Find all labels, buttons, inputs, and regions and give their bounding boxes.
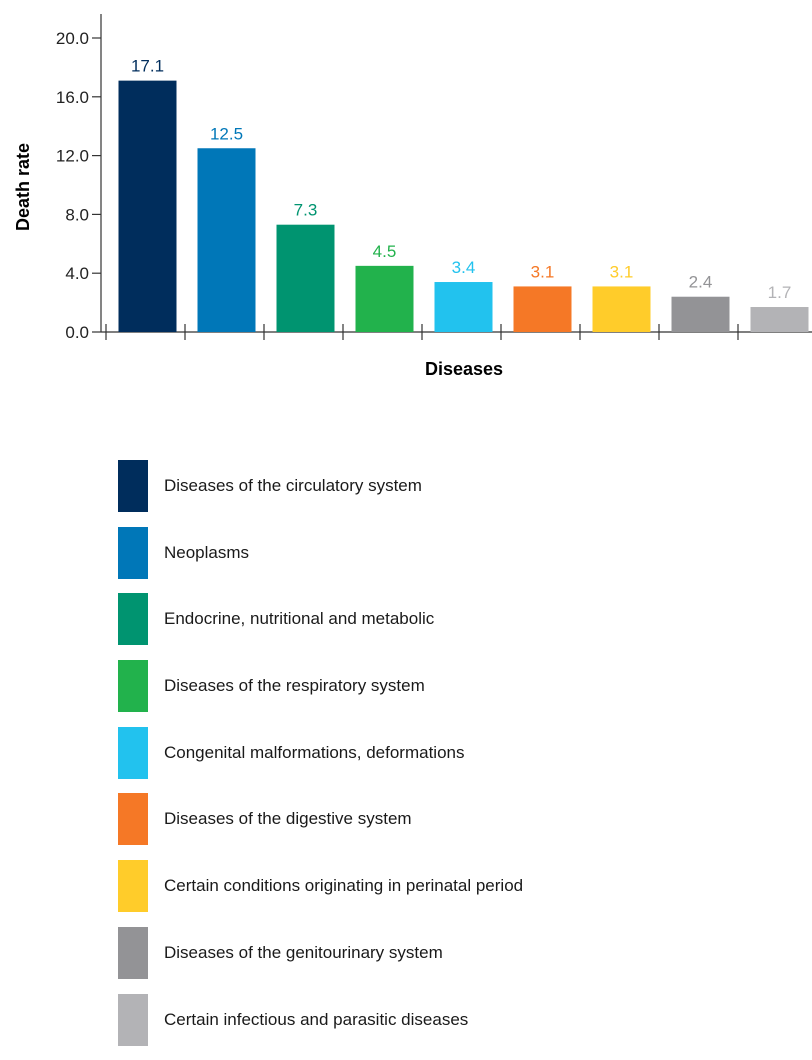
bar	[356, 266, 414, 332]
y-axis-title: Death rate	[13, 143, 33, 231]
y-tick-label: 8.0	[65, 205, 89, 224]
legend-swatch	[118, 860, 148, 912]
bar-value-label: 3.1	[610, 262, 634, 281]
x-axis-title: Diseases	[425, 359, 503, 379]
legend-label: Diseases of the genitourinary system	[164, 943, 443, 963]
legend-swatch	[118, 793, 148, 845]
legend-label: Neoplasms	[164, 543, 249, 563]
y-tick-label: 16.0	[56, 88, 89, 107]
legend-label: Endocrine, nutritional and metabolic	[164, 609, 434, 629]
legend-swatch	[118, 994, 148, 1046]
legend-item: Endocrine, nutritional and metabolic	[118, 593, 798, 660]
bar	[277, 225, 335, 332]
legend-item: Diseases of the circulatory system	[118, 460, 798, 527]
bar-value-label: 3.1	[531, 262, 555, 281]
bar-chart: 0.0 4.0 8.0 12.0 16.0 20.0 17.1 12.5 7.3 4.5 3.4 3…	[0, 0, 812, 440]
bar	[435, 282, 493, 332]
y-tick-label: 12.0	[56, 147, 89, 166]
legend-swatch	[118, 527, 148, 579]
legend-swatch	[118, 927, 148, 979]
bar-value-label: 12.5	[210, 124, 243, 143]
legend-item: Diseases of the genitourinary system	[118, 927, 798, 994]
legend-item: Neoplasms	[118, 527, 798, 594]
legend-item: Diseases of the respiratory system	[118, 660, 798, 727]
bar	[198, 148, 256, 332]
y-axis: 0.0 4.0 8.0 12.0 16.0 20.0	[56, 14, 101, 342]
legend-swatch	[118, 727, 148, 779]
bar-value-label: 2.4	[689, 273, 713, 292]
legend-label: Diseases of the circulatory system	[164, 476, 422, 496]
bar	[593, 286, 651, 332]
legend-swatch	[118, 660, 148, 712]
y-tick-label: 20.0	[56, 29, 89, 48]
bar-value-label: 17.1	[131, 57, 164, 76]
bar	[514, 286, 572, 332]
legend-item: Congenital malformations, deformations	[118, 727, 798, 794]
legend-item: Diseases of the digestive system	[118, 793, 798, 860]
legend-label: Diseases of the digestive system	[164, 809, 412, 829]
legend-item: Certain conditions originating in perina…	[118, 860, 798, 927]
legend: Diseases of the circulatory system Neopla…	[118, 460, 798, 1060]
legend-item: Certain infectious and parasitic disease…	[118, 994, 798, 1060]
legend-swatch	[118, 460, 148, 512]
legend-label: Diseases of the respiratory system	[164, 676, 425, 696]
bar	[119, 81, 177, 332]
bar-value-label: 1.7	[768, 283, 792, 302]
y-tick-label: 0.0	[65, 323, 89, 342]
bar-value-label: 7.3	[294, 201, 318, 220]
legend-label: Certain conditions originating in perina…	[164, 876, 523, 896]
bar	[672, 297, 730, 332]
bar-value-label: 4.5	[373, 242, 397, 261]
legend-label: Certain infectious and parasitic disease…	[164, 1010, 468, 1030]
bar-value-label: 3.4	[452, 258, 476, 277]
legend-label: Congenital malformations, deformations	[164, 743, 464, 763]
bar	[751, 307, 809, 332]
legend-swatch	[118, 593, 148, 645]
bars	[119, 81, 809, 332]
y-tick-label: 4.0	[65, 264, 89, 283]
